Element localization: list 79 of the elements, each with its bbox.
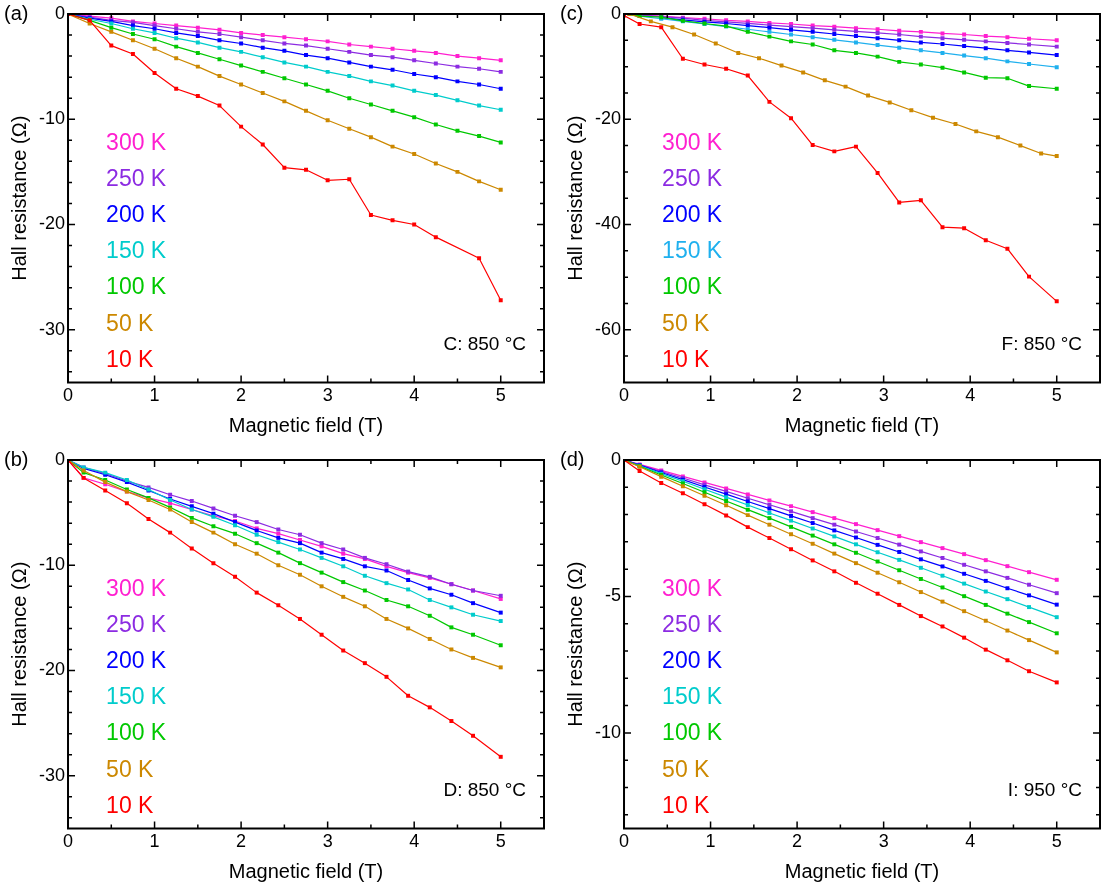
x-tick-label: 3 — [878, 831, 889, 852]
y-tick-label: -60 — [595, 318, 622, 339]
y-tick-label: -5 — [605, 585, 622, 606]
text: 300 K — [662, 575, 723, 602]
chart-title: (a) — [4, 1, 29, 24]
x-tick-label: 5 — [495, 385, 506, 406]
text: 200 K — [106, 647, 167, 674]
text: 250 K — [662, 165, 723, 192]
y-tick-label: -30 — [39, 764, 66, 785]
y-tick-label: -10 — [39, 108, 66, 129]
x-tick-label: 1 — [705, 831, 716, 852]
x-tick-label: 3 — [322, 831, 333, 852]
x-tick-label: 1 — [149, 831, 160, 852]
text: 300 K — [106, 575, 167, 602]
x-tick-label: 3 — [322, 385, 333, 406]
text: 10 K — [106, 791, 155, 818]
text: 150 K — [106, 683, 167, 710]
text: 10 K — [106, 345, 155, 372]
text: 100 K — [662, 719, 723, 746]
annotation: D: 850 °C — [443, 778, 526, 800]
y-tick-label: 0 — [611, 2, 622, 23]
y-tick-label: 0 — [55, 2, 66, 23]
text: 150 K — [662, 683, 723, 710]
text: 10 K — [662, 345, 711, 372]
text: 100 K — [662, 273, 723, 300]
y-tick-label: 0 — [55, 448, 66, 469]
y-tick-label: -30 — [39, 318, 66, 339]
x-tick-label: 2 — [792, 385, 803, 406]
x-tick-label: 4 — [965, 831, 976, 852]
chart-title: (c) — [560, 1, 584, 24]
chart-title: (d) — [560, 447, 585, 470]
x-axis-title: Magnetic field (T) — [784, 859, 940, 882]
y-axis-title: Hall resistance (Ω) — [563, 561, 586, 727]
y-tick-label: -10 — [595, 721, 622, 742]
x-tick-label: 2 — [236, 385, 247, 406]
x-axis-title: Magnetic field (T) — [228, 413, 384, 436]
text: 300 K — [662, 129, 723, 156]
y-tick-label: -40 — [595, 213, 622, 234]
y-tick-label: 0 — [611, 448, 622, 469]
x-axis-title: Magnetic field (T) — [784, 413, 940, 436]
text: 100 K — [106, 719, 167, 746]
y-axis-title: Hall resistance (Ω) — [7, 561, 30, 727]
x-tick-label: 1 — [705, 385, 716, 406]
y-axis-title: Hall resistance (Ω) — [7, 115, 30, 281]
text: 50 K — [106, 755, 155, 782]
annotation: F: 850 °C — [1001, 332, 1082, 354]
y-tick-label: -20 — [39, 213, 66, 234]
x-tick-label: 1 — [149, 385, 160, 406]
text: 250 K — [662, 611, 723, 638]
y-axis-title: Hall resistance (Ω) — [563, 115, 586, 281]
x-tick-label: 2 — [236, 831, 247, 852]
text: 200 K — [106, 201, 167, 228]
annotation: C: 850 °C — [443, 332, 526, 354]
x-tick-label: 3 — [878, 385, 889, 406]
y-tick-label: -20 — [595, 108, 622, 129]
x-tick-label: 2 — [792, 831, 803, 852]
text: 200 K — [662, 201, 723, 228]
text: 150 K — [106, 237, 167, 264]
text: 100 K — [106, 273, 167, 300]
text: 50 K — [106, 309, 155, 336]
x-axis-title: Magnetic field (T) — [228, 859, 384, 882]
x-tick-label: 5 — [1051, 385, 1062, 406]
y-tick-label: -10 — [39, 554, 66, 575]
chart-title: (b) — [4, 447, 29, 470]
y-tick-label: -20 — [39, 659, 66, 680]
x-tick-label: 5 — [495, 831, 506, 852]
text: 300 K — [106, 129, 167, 156]
annotation: I: 950 °C — [1007, 778, 1082, 800]
text: 200 K — [662, 647, 723, 674]
text: 250 K — [106, 165, 167, 192]
x-tick-label: 5 — [1051, 831, 1062, 852]
x-tick-label: 4 — [965, 385, 976, 406]
x-tick-label: 4 — [409, 385, 420, 406]
text: 250 K — [106, 611, 167, 638]
text: 50 K — [662, 309, 711, 336]
text: 10 K — [662, 791, 711, 818]
text: 150 K — [662, 237, 723, 264]
x-tick-label: 4 — [409, 831, 420, 852]
text: 50 K — [662, 755, 711, 782]
